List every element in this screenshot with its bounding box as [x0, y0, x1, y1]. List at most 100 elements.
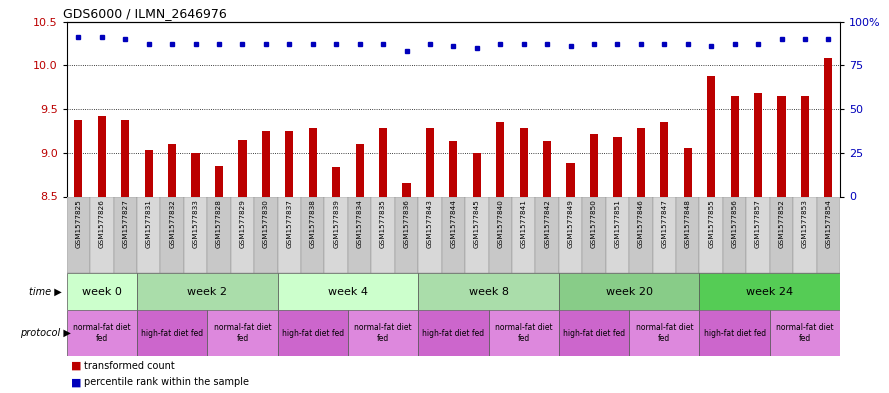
Text: GSM1577849: GSM1577849	[567, 199, 573, 248]
Bar	[543, 141, 551, 196]
Bar	[254, 196, 277, 273]
Text: GSM1577852: GSM1577852	[779, 199, 784, 248]
Bar	[67, 196, 90, 273]
Bar	[496, 122, 504, 196]
Bar	[519, 128, 528, 196]
Bar	[207, 310, 277, 356]
Text: week 0: week 0	[82, 287, 122, 297]
Text: GSM1577838: GSM1577838	[309, 199, 316, 248]
Bar	[676, 196, 700, 273]
Bar	[121, 119, 130, 196]
Text: GSM1577834: GSM1577834	[356, 199, 363, 248]
Text: GSM1577846: GSM1577846	[638, 199, 644, 248]
Bar	[653, 196, 676, 273]
Bar	[75, 119, 83, 196]
Bar	[277, 310, 348, 356]
Bar	[442, 196, 465, 273]
Text: week 2: week 2	[188, 287, 228, 297]
Text: high-fat diet fed: high-fat diet fed	[703, 329, 765, 338]
Bar	[777, 96, 786, 196]
Bar	[723, 196, 747, 273]
Bar	[590, 134, 598, 196]
Text: transformed count: transformed count	[84, 361, 175, 371]
Bar	[605, 196, 629, 273]
Text: GSM1577828: GSM1577828	[216, 199, 222, 248]
Bar	[160, 196, 184, 273]
Text: GSM1577830: GSM1577830	[263, 199, 268, 248]
Bar	[489, 310, 559, 356]
Text: week 24: week 24	[746, 287, 793, 297]
Bar	[277, 273, 418, 310]
Bar	[207, 196, 231, 273]
Text: GSM1577831: GSM1577831	[146, 199, 152, 248]
Text: GSM1577826: GSM1577826	[99, 199, 105, 248]
Bar	[98, 116, 106, 196]
Bar	[137, 310, 207, 356]
Bar	[566, 163, 574, 196]
Bar	[145, 150, 153, 196]
Bar	[137, 196, 160, 273]
Text: GSM1577827: GSM1577827	[123, 199, 128, 248]
Bar	[231, 196, 254, 273]
Bar	[67, 310, 137, 356]
Text: normal-fat diet
fed: normal-fat diet fed	[73, 323, 131, 343]
Text: GSM1577853: GSM1577853	[802, 199, 808, 248]
Text: GSM1577840: GSM1577840	[497, 199, 503, 248]
Bar	[582, 196, 605, 273]
Bar	[277, 196, 301, 273]
Text: high-fat diet fed: high-fat diet fed	[563, 329, 625, 338]
Bar	[824, 58, 832, 196]
Text: GSM1577843: GSM1577843	[427, 199, 433, 248]
Bar	[754, 93, 762, 196]
Bar	[449, 141, 458, 196]
Bar	[418, 196, 442, 273]
Text: GSM1577848: GSM1577848	[685, 199, 691, 248]
Bar	[332, 167, 340, 196]
Bar	[379, 128, 388, 196]
Bar	[700, 196, 723, 273]
Text: week 4: week 4	[328, 287, 368, 297]
Bar	[700, 310, 770, 356]
Bar	[348, 196, 372, 273]
Bar	[512, 196, 535, 273]
Bar	[238, 140, 246, 196]
Text: normal-fat diet
fed: normal-fat diet fed	[354, 323, 412, 343]
Bar	[137, 273, 277, 310]
Bar	[426, 128, 434, 196]
Bar	[67, 273, 137, 310]
Bar	[535, 196, 559, 273]
Text: normal-fat diet
fed: normal-fat diet fed	[213, 323, 271, 343]
Text: percentile rank within the sample: percentile rank within the sample	[84, 377, 250, 387]
Bar	[324, 196, 348, 273]
Bar	[191, 153, 200, 196]
Bar	[356, 144, 364, 196]
Bar	[418, 273, 559, 310]
Bar	[418, 310, 489, 356]
Text: high-fat diet fed: high-fat diet fed	[422, 329, 485, 338]
Text: GSM1577855: GSM1577855	[709, 199, 714, 248]
Bar	[184, 196, 207, 273]
Text: protocol ▶: protocol ▶	[20, 328, 71, 338]
Text: GSM1577837: GSM1577837	[286, 199, 292, 248]
Text: GSM1577851: GSM1577851	[614, 199, 621, 248]
Bar	[403, 184, 411, 196]
Bar	[465, 196, 489, 273]
Bar	[559, 273, 700, 310]
Bar	[489, 196, 512, 273]
Bar	[770, 310, 840, 356]
Bar	[629, 310, 700, 356]
Bar	[372, 196, 395, 273]
Text: GSM1577829: GSM1577829	[239, 199, 245, 248]
Text: GDS6000 / ILMN_2646976: GDS6000 / ILMN_2646976	[63, 7, 227, 20]
Text: GSM1577833: GSM1577833	[193, 199, 198, 248]
Text: GSM1577832: GSM1577832	[169, 199, 175, 248]
Text: week 8: week 8	[469, 287, 509, 297]
Bar	[707, 76, 716, 196]
Bar	[731, 96, 739, 196]
Text: normal-fat diet
fed: normal-fat diet fed	[495, 323, 553, 343]
Bar	[168, 144, 176, 196]
Bar	[559, 196, 582, 273]
Text: time ▶: time ▶	[29, 287, 62, 297]
Text: GSM1577842: GSM1577842	[544, 199, 550, 248]
Bar	[747, 196, 770, 273]
